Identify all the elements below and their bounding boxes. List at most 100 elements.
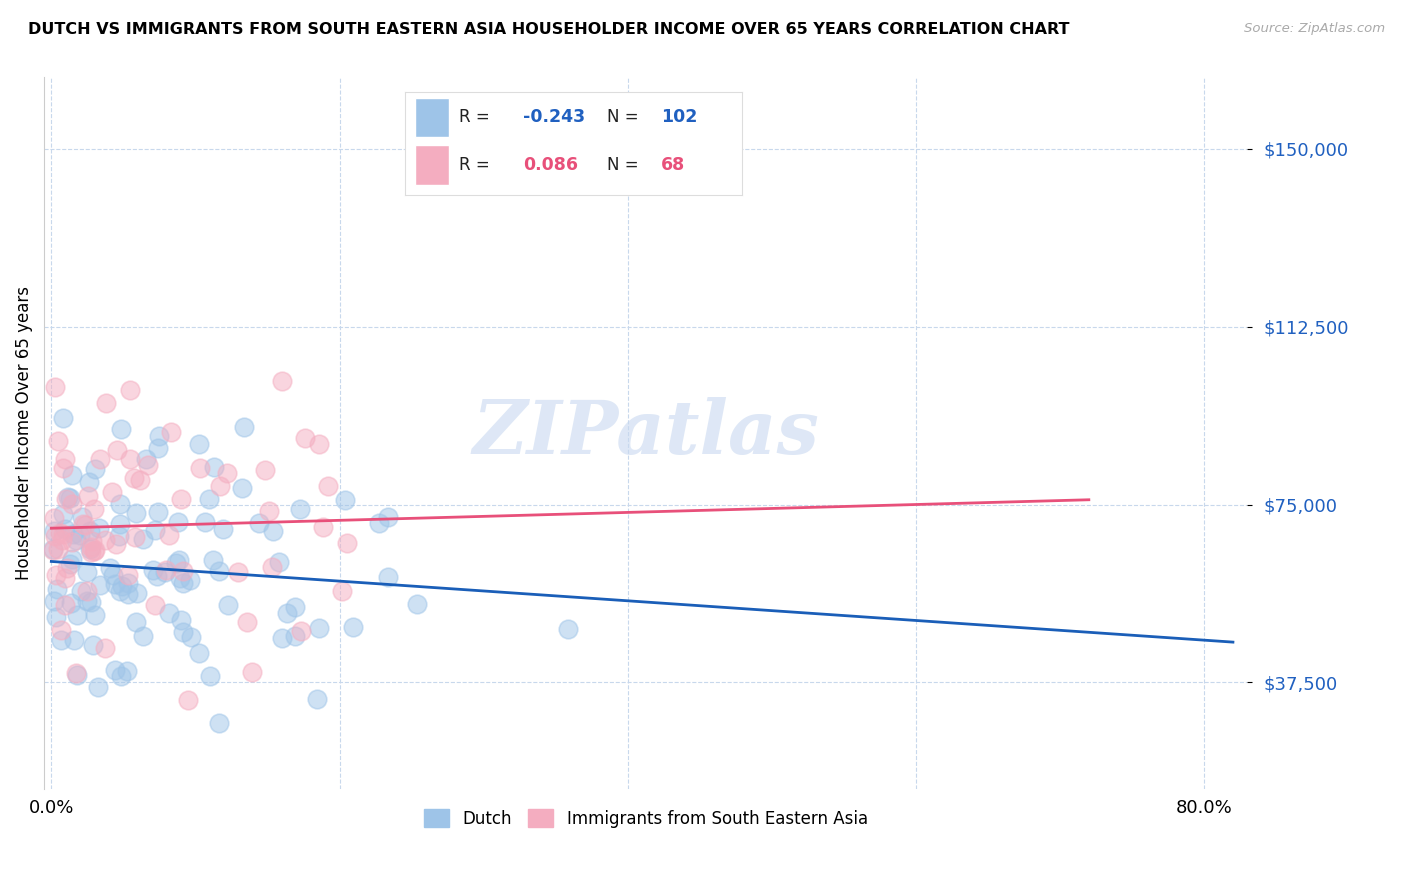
Point — [170, 613, 193, 627]
Point — [110, 422, 132, 436]
Point — [87, 521, 110, 535]
Point — [44, 379, 66, 393]
Point — [208, 479, 231, 493]
Legend: Dutch, Immigrants from South Eastern Asia: Dutch, Immigrants from South Eastern Asi… — [418, 803, 875, 834]
Point — [42, 542, 65, 557]
Point — [45, 582, 67, 596]
Point — [80, 540, 103, 554]
Point — [69, 528, 91, 542]
Point — [80, 533, 103, 548]
Point — [49, 526, 72, 541]
Point — [129, 473, 152, 487]
Point — [53, 571, 76, 585]
Point — [267, 555, 290, 569]
Point — [77, 489, 100, 503]
Point — [60, 552, 83, 566]
Point — [208, 564, 231, 578]
Text: Source: ZipAtlas.com: Source: ZipAtlas.com — [1244, 22, 1385, 36]
Point — [155, 563, 177, 577]
Point — [89, 578, 111, 592]
Point — [53, 522, 76, 536]
Point — [51, 632, 73, 647]
Point — [46, 434, 69, 448]
Point — [179, 573, 201, 587]
Point — [235, 615, 257, 629]
Point — [188, 437, 211, 451]
Point — [120, 384, 142, 398]
Point — [136, 458, 159, 472]
Point — [208, 715, 231, 730]
Point — [42, 594, 65, 608]
Point — [167, 553, 190, 567]
Point — [73, 518, 96, 533]
Y-axis label: Householder Income Over 65 years: Householder Income Over 65 years — [15, 286, 32, 581]
Point — [104, 536, 127, 550]
Point — [60, 534, 83, 549]
Point — [212, 522, 235, 536]
Point — [262, 560, 284, 574]
Point — [131, 532, 153, 546]
Point — [45, 567, 67, 582]
Point — [84, 462, 107, 476]
Point — [342, 620, 364, 634]
Point — [59, 557, 82, 571]
Point — [94, 533, 117, 547]
Point — [66, 667, 89, 681]
Point — [52, 461, 75, 475]
Point — [56, 490, 79, 504]
Point — [80, 545, 103, 559]
Point — [45, 610, 67, 624]
Point — [111, 580, 134, 594]
Point — [125, 615, 148, 629]
Point — [557, 622, 579, 636]
Point — [79, 542, 101, 557]
Point — [83, 544, 105, 558]
Point — [55, 491, 77, 506]
Point — [76, 594, 98, 608]
Point — [49, 623, 72, 637]
Point — [170, 492, 193, 507]
Point — [98, 560, 121, 574]
Point — [270, 374, 292, 388]
Point — [172, 625, 194, 640]
Point — [82, 638, 104, 652]
Point — [177, 693, 200, 707]
Point — [143, 523, 166, 537]
Point — [194, 516, 217, 530]
Point — [217, 598, 239, 612]
Point — [198, 492, 221, 507]
Point — [76, 584, 98, 599]
Point — [65, 665, 87, 680]
Point — [86, 680, 108, 694]
Point — [308, 621, 330, 635]
Point — [79, 524, 101, 538]
Point — [72, 516, 94, 531]
Point — [377, 510, 399, 524]
Point — [124, 530, 146, 544]
Point — [217, 466, 239, 480]
Point — [247, 516, 270, 530]
Point — [127, 586, 149, 600]
Point — [262, 524, 284, 539]
Point — [108, 497, 131, 511]
Point — [42, 542, 65, 557]
Point — [110, 669, 132, 683]
Point — [240, 665, 263, 679]
Point — [125, 506, 148, 520]
Text: DUTCH VS IMMIGRANTS FROM SOUTH EASTERN ASIA HOUSEHOLDER INCOME OVER 65 YEARS COR: DUTCH VS IMMIGRANTS FROM SOUTH EASTERN A… — [28, 22, 1070, 37]
Point — [231, 481, 253, 495]
Point — [60, 468, 83, 483]
Point — [257, 504, 280, 518]
Point — [52, 526, 75, 541]
Point — [96, 396, 118, 410]
Point — [233, 420, 256, 434]
Point — [166, 516, 188, 530]
Point — [83, 501, 105, 516]
Point — [52, 507, 75, 521]
Point — [69, 584, 91, 599]
Point — [105, 443, 128, 458]
Point — [305, 692, 328, 706]
Point — [94, 641, 117, 656]
Point — [188, 646, 211, 660]
Point — [60, 497, 83, 511]
